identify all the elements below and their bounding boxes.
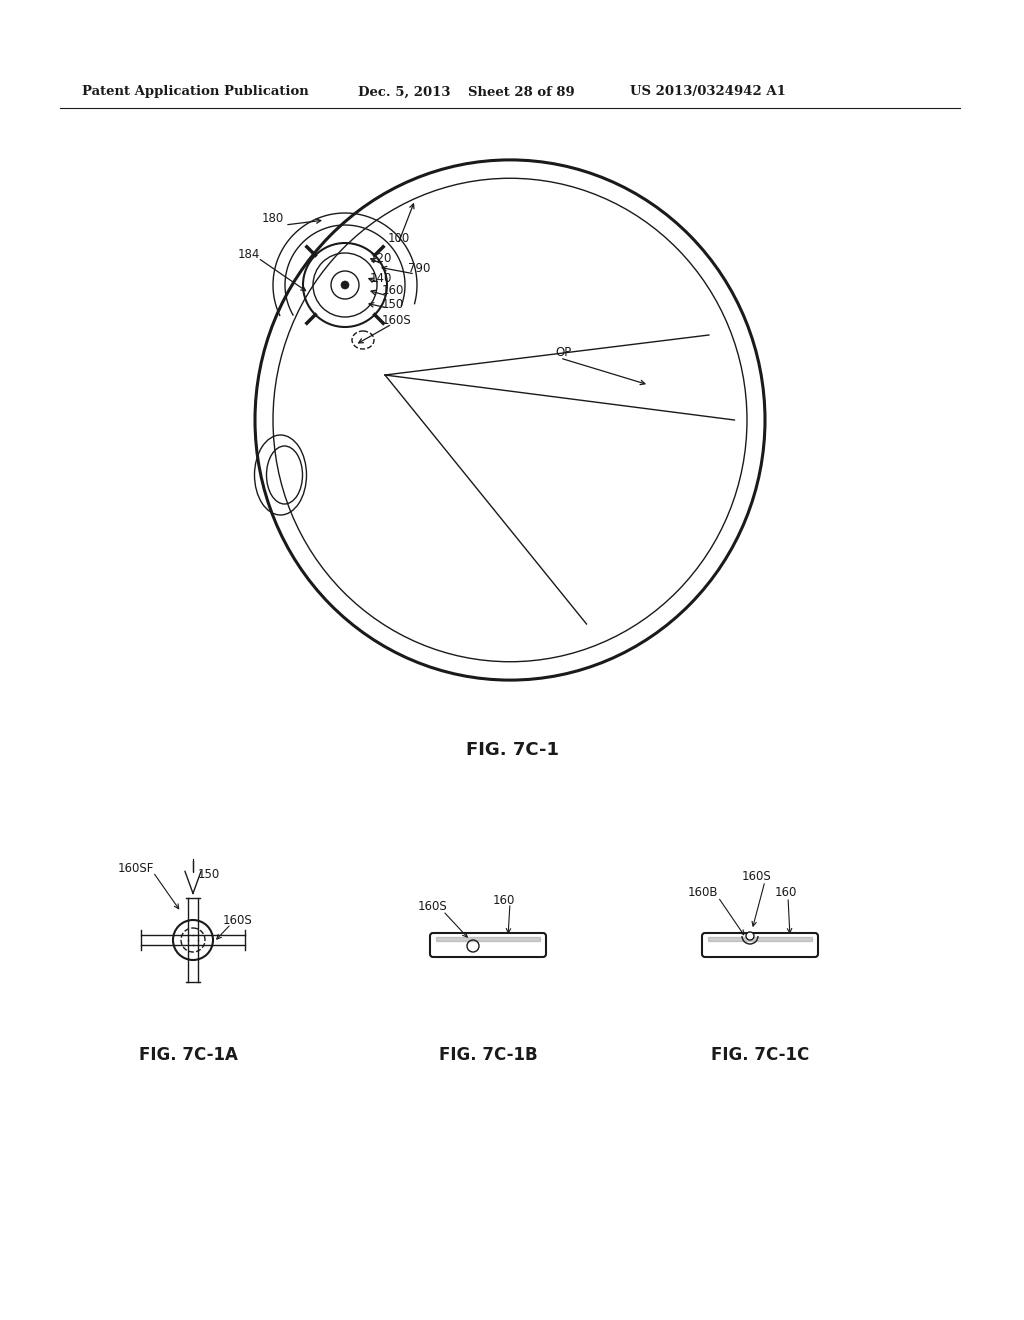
Text: 160S: 160S	[382, 314, 412, 326]
Circle shape	[746, 932, 754, 940]
Text: 160: 160	[382, 285, 404, 297]
Text: 160B: 160B	[688, 887, 719, 899]
Circle shape	[341, 281, 349, 289]
Text: 160S: 160S	[223, 913, 253, 927]
Polygon shape	[436, 937, 540, 941]
Text: FIG. 7C-1C: FIG. 7C-1C	[711, 1045, 809, 1064]
Text: OP: OP	[555, 346, 571, 359]
Text: 790: 790	[408, 261, 430, 275]
Polygon shape	[708, 937, 812, 941]
Text: 160SF: 160SF	[118, 862, 155, 874]
Text: 100: 100	[388, 231, 411, 244]
Text: 160S: 160S	[742, 870, 772, 883]
Text: FIG. 7C-1B: FIG. 7C-1B	[438, 1045, 538, 1064]
Text: Sheet 28 of 89: Sheet 28 of 89	[468, 86, 574, 99]
Text: 150: 150	[198, 869, 220, 882]
Text: 160S: 160S	[418, 900, 447, 913]
Text: 120: 120	[370, 252, 392, 264]
Text: 150: 150	[382, 298, 404, 312]
Text: FIG. 7C-1A: FIG. 7C-1A	[138, 1045, 238, 1064]
Text: 160: 160	[493, 894, 515, 907]
Text: Dec. 5, 2013: Dec. 5, 2013	[358, 86, 451, 99]
Text: 160: 160	[775, 887, 798, 899]
Text: 140: 140	[370, 272, 392, 285]
Text: 180: 180	[262, 211, 285, 224]
Text: Patent Application Publication: Patent Application Publication	[82, 86, 309, 99]
Text: FIG. 7C-1: FIG. 7C-1	[466, 741, 558, 759]
Text: US 2013/0324942 A1: US 2013/0324942 A1	[630, 86, 785, 99]
Text: 184: 184	[238, 248, 260, 261]
